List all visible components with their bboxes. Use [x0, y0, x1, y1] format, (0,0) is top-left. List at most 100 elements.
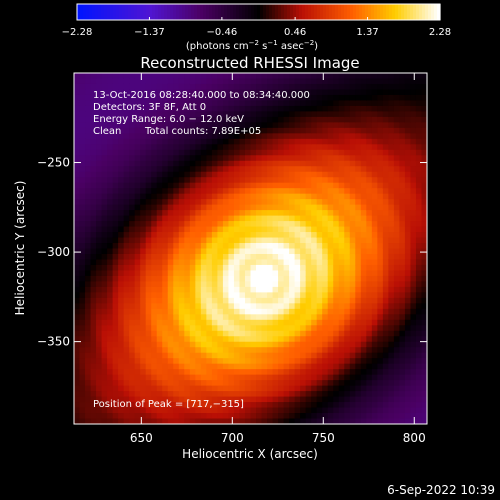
heatmap-cell: [74, 407, 81, 414]
heatmap-cell: [162, 314, 169, 321]
heatmap-cell: [316, 336, 323, 343]
heatmap-cell: [355, 160, 362, 167]
heatmap-cell: [74, 237, 81, 244]
heatmap-cell: [382, 204, 389, 211]
heatmap-cell: [96, 166, 103, 173]
heatmap-cell: [388, 188, 395, 195]
heatmap-cell: [300, 188, 307, 195]
heatmap-cell: [399, 314, 406, 321]
heatmap-cell: [129, 407, 136, 414]
heatmap-cell: [195, 374, 202, 381]
heatmap-cell: [74, 292, 81, 299]
heatmap-cell: [239, 149, 246, 156]
heatmap-cell: [96, 319, 103, 326]
heatmap-cell: [123, 418, 130, 425]
heatmap-cell: [200, 232, 207, 239]
heatmap-cell: [322, 138, 329, 145]
heatmap-cell: [244, 297, 251, 304]
heatmap-cell: [421, 385, 428, 392]
heatmap-cell: [355, 259, 362, 266]
heatmap-cell: [399, 352, 406, 359]
heatmap-cell: [123, 127, 130, 134]
heatmap-cell: [393, 215, 400, 222]
heatmap-cell: [333, 149, 340, 156]
heatmap-cell: [107, 221, 114, 228]
heatmap-cell: [162, 215, 169, 222]
heatmap-cell: [211, 193, 218, 200]
heatmap-cell: [349, 319, 356, 326]
heatmap-cell: [261, 221, 268, 228]
heatmap-cell: [377, 358, 384, 365]
heatmap-cell: [300, 374, 307, 381]
heatmap-cell: [278, 171, 285, 178]
heatmap-cell: [228, 292, 235, 299]
colorbar-segment: [83, 4, 87, 20]
heatmap-cell: [410, 226, 417, 233]
heatmap-cell: [267, 155, 274, 162]
heatmap-cell: [421, 89, 428, 96]
heatmap-cell: [200, 89, 207, 96]
heatmap-cell: [289, 127, 296, 134]
heatmap-cell: [393, 391, 400, 398]
heatmap-cell: [233, 155, 240, 162]
heatmap-cell: [140, 385, 147, 392]
heatmap-cell: [206, 237, 213, 244]
heatmap-cell: [300, 144, 307, 151]
heatmap-cell: [178, 281, 185, 288]
heatmap-cell: [145, 204, 152, 211]
heatmap-cell: [206, 248, 213, 255]
heatmap-cell: [134, 215, 141, 222]
heatmap-cell: [377, 204, 384, 211]
heatmap-cell: [206, 352, 213, 359]
heatmap-cell: [162, 193, 169, 200]
heatmap-cell: [366, 319, 373, 326]
heatmap-cell: [250, 155, 257, 162]
heatmap-cell: [145, 237, 152, 244]
heatmap-cell: [344, 127, 351, 134]
heatmap-cell: [107, 297, 114, 304]
heatmap-cell: [393, 83, 400, 90]
heatmap-cell: [211, 413, 218, 420]
heatmap-cell: [311, 116, 318, 123]
heatmap-cell: [415, 226, 422, 233]
heatmap-cell: [145, 330, 152, 337]
heatmap-cell: [300, 83, 307, 90]
heatmap-cell: [294, 133, 301, 140]
heatmap-cell: [388, 314, 395, 321]
heatmap-cell: [112, 341, 119, 348]
heatmap-cell: [206, 193, 213, 200]
heatmap-cell: [206, 336, 213, 343]
y-axis-label: Heliocentric Y (arcsec): [13, 181, 27, 316]
heatmap-cell: [289, 171, 296, 178]
heatmap-cell: [327, 155, 334, 162]
heatmap-cell: [107, 160, 114, 167]
heatmap-cell: [112, 78, 119, 85]
heatmap-cell: [316, 374, 323, 381]
heatmap-cell: [305, 281, 312, 288]
heatmap-cell: [300, 308, 307, 315]
heatmap-cell: [388, 83, 395, 90]
heatmap-cell: [305, 402, 312, 409]
heatmap-cell: [410, 221, 417, 228]
heatmap-cell: [217, 182, 224, 189]
heatmap-cell: [129, 182, 136, 189]
heatmap-cell: [377, 281, 384, 288]
heatmap-cell: [333, 369, 340, 376]
heatmap-cell: [261, 105, 268, 112]
heatmap-cell: [377, 385, 384, 392]
heatmap-cell: [272, 253, 279, 260]
heatmap-cell: [333, 243, 340, 249]
heatmap-cell: [151, 264, 158, 271]
heatmap-cell: [388, 303, 395, 310]
heatmap-cell: [349, 363, 356, 370]
heatmap-cell: [211, 275, 218, 282]
heatmap-cell: [228, 155, 235, 162]
heatmap-cell: [305, 100, 312, 107]
heatmap-cell: [316, 177, 323, 184]
heatmap-cell: [272, 237, 279, 244]
heatmap-cell: [327, 325, 334, 332]
heatmap-cell: [101, 199, 108, 206]
heatmap-cell: [107, 402, 114, 409]
heatmap-cell: [195, 243, 202, 249]
heatmap-cell: [96, 78, 103, 85]
